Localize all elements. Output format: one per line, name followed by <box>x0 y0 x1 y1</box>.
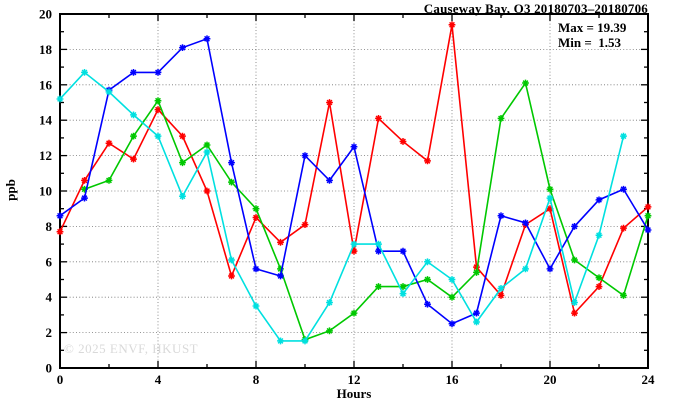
x-axis-label: Hours <box>336 386 372 401</box>
svg-text:2: 2 <box>46 325 53 340</box>
svg-text:8: 8 <box>46 219 53 234</box>
svg-text:20: 20 <box>544 372 557 387</box>
svg-text:18: 18 <box>39 42 53 57</box>
svg-text:12: 12 <box>348 372 361 387</box>
svg-text:16: 16 <box>446 372 460 387</box>
svg-text:20: 20 <box>39 7 52 22</box>
svg-text:4: 4 <box>46 290 53 305</box>
svg-text:6: 6 <box>46 254 53 269</box>
y-tick-labels: 0 2 4 6 8 10 12 14 16 18 20 <box>39 7 53 376</box>
chart-title: Causeway Bay, O3 20180703–20180706 <box>423 1 648 16</box>
series-blue <box>56 35 652 328</box>
svg-text:4: 4 <box>155 372 162 387</box>
svg-text:10: 10 <box>39 184 52 199</box>
min-value-label: Min = 1.53 <box>558 35 622 50</box>
svg-text:8: 8 <box>253 372 260 387</box>
watermark: © 2025 ENVF, HKUST <box>64 341 199 356</box>
svg-text:0: 0 <box>46 361 53 376</box>
axis-ticks <box>59 13 649 369</box>
svg-text:12: 12 <box>39 148 52 163</box>
max-min-annotation: Max = 19.39 Min = 1.53 <box>558 20 626 50</box>
svg-text:14: 14 <box>39 113 53 128</box>
y-axis-label: ppb <box>3 179 18 201</box>
svg-text:24: 24 <box>642 372 656 387</box>
max-value-label: Max = 19.39 <box>558 20 627 35</box>
svg-text:16: 16 <box>39 77 53 92</box>
svg-text:0: 0 <box>57 372 64 387</box>
x-tick-labels: 0 4 8 12 16 20 24 <box>57 372 655 387</box>
series-red <box>56 21 652 317</box>
series-cyan <box>56 69 627 345</box>
